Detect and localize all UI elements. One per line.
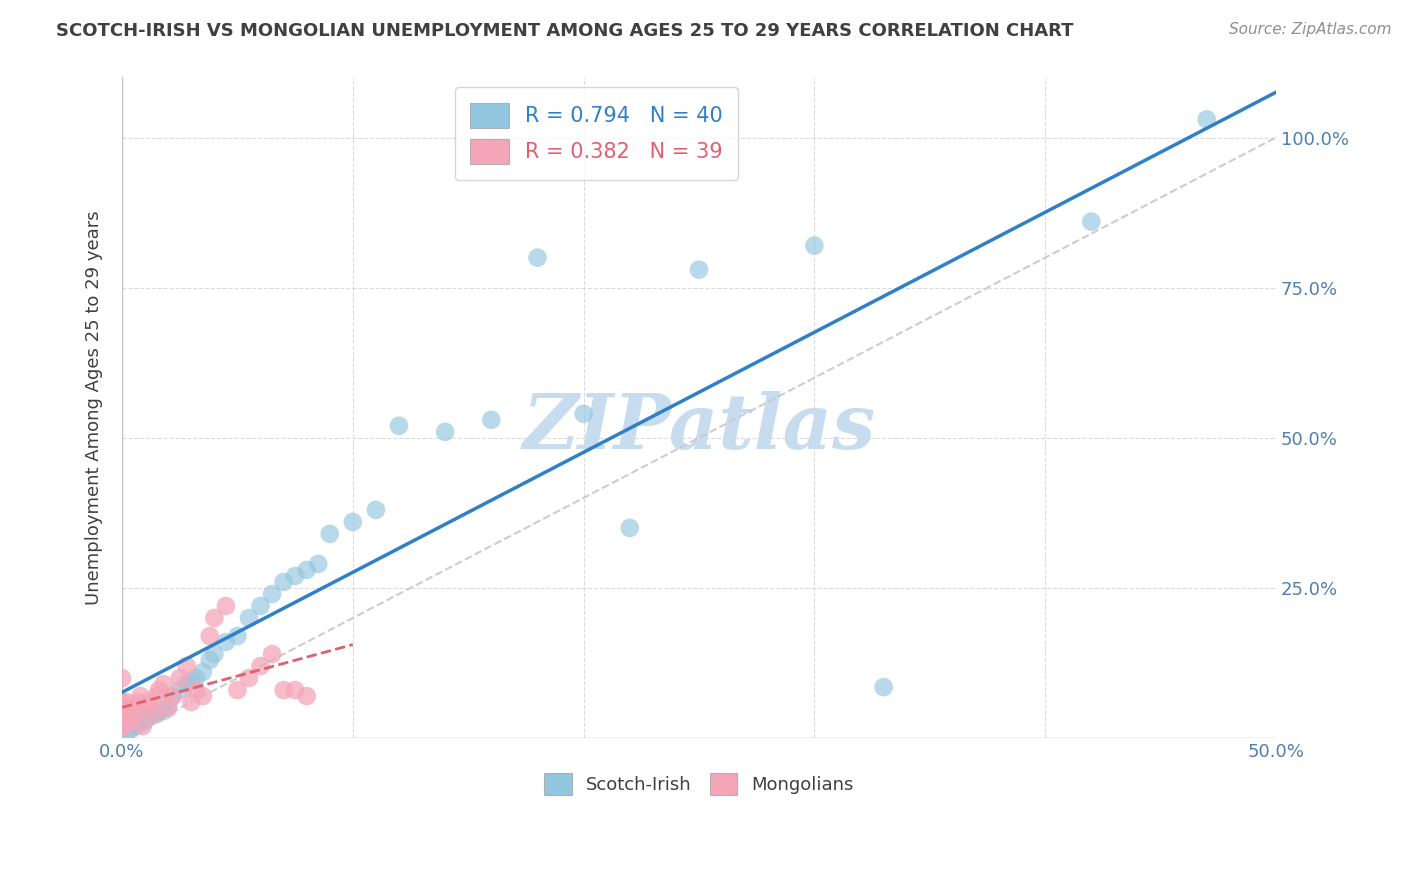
Point: [134, 701, 156, 715]
Point: [139, 695, 162, 709]
Point: [295, 563, 318, 577]
Point: [176, 677, 198, 691]
Point: [191, 689, 214, 703]
Point: [526, 251, 548, 265]
Point: [198, 653, 221, 667]
Point: [115, 695, 138, 709]
Point: [169, 671, 191, 685]
Point: [129, 689, 152, 703]
Point: [688, 262, 710, 277]
Y-axis label: Unemployment Among Ages 25 to 29 years: Unemployment Among Ages 25 to 29 years: [86, 211, 103, 605]
Point: [284, 683, 307, 698]
Point: [125, 719, 148, 733]
Point: [122, 707, 145, 722]
Point: [342, 515, 364, 529]
Point: [238, 611, 260, 625]
Point: [273, 574, 295, 589]
Point: [226, 629, 249, 643]
Point: [129, 716, 152, 731]
Point: [112, 719, 135, 733]
Point: [226, 683, 249, 698]
Point: [145, 689, 167, 703]
Point: [191, 665, 214, 679]
Point: [307, 557, 329, 571]
Point: [139, 710, 162, 724]
Point: [162, 689, 184, 703]
Point: [184, 671, 207, 685]
Point: [145, 707, 167, 722]
Point: [162, 689, 184, 703]
Point: [572, 407, 595, 421]
Point: [215, 635, 238, 649]
Point: [273, 683, 295, 698]
Point: [143, 707, 166, 722]
Point: [120, 722, 142, 736]
Point: [157, 698, 180, 712]
Point: [803, 238, 825, 252]
Point: [118, 701, 141, 715]
Point: [202, 611, 225, 625]
Point: [364, 503, 387, 517]
Point: [148, 683, 170, 698]
Point: [1195, 112, 1218, 127]
Point: [112, 713, 135, 727]
Point: [120, 713, 142, 727]
Point: [127, 695, 149, 709]
Point: [180, 674, 202, 689]
Point: [434, 425, 457, 439]
Point: [284, 569, 307, 583]
Point: [125, 701, 148, 715]
Point: [388, 418, 411, 433]
Point: [132, 719, 155, 733]
Point: [319, 527, 342, 541]
Point: [176, 659, 198, 673]
Point: [152, 704, 174, 718]
Point: [198, 629, 221, 643]
Text: ZIPatlas: ZIPatlas: [523, 391, 876, 465]
Point: [169, 683, 191, 698]
Point: [238, 671, 260, 685]
Point: [260, 647, 283, 661]
Point: [111, 701, 134, 715]
Point: [619, 521, 641, 535]
Point: [111, 707, 134, 722]
Point: [111, 671, 134, 685]
Point: [115, 707, 138, 722]
Point: [872, 680, 894, 694]
Point: [202, 647, 225, 661]
Point: [134, 713, 156, 727]
Point: [479, 413, 502, 427]
Point: [249, 599, 271, 613]
Point: [152, 677, 174, 691]
Point: [184, 683, 207, 698]
Point: [111, 695, 134, 709]
Point: [260, 587, 283, 601]
Point: [157, 701, 180, 715]
Point: [111, 719, 134, 733]
Point: [115, 725, 138, 739]
Point: [295, 689, 318, 703]
Text: SCOTCH-IRISH VS MONGOLIAN UNEMPLOYMENT AMONG AGES 25 TO 29 YEARS CORRELATION CHA: SCOTCH-IRISH VS MONGOLIAN UNEMPLOYMENT A…: [56, 22, 1074, 40]
Point: [249, 659, 271, 673]
Point: [1080, 214, 1102, 228]
Legend: Scotch-Irish, Mongolians: Scotch-Irish, Mongolians: [537, 765, 860, 802]
Point: [215, 599, 238, 613]
Text: Source: ZipAtlas.com: Source: ZipAtlas.com: [1229, 22, 1392, 37]
Point: [180, 695, 202, 709]
